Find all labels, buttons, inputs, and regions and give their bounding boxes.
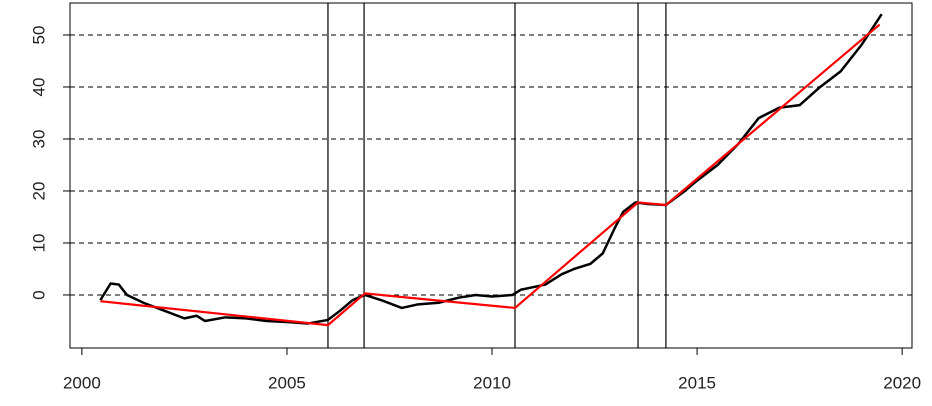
y-tick-label: 10 <box>29 234 48 253</box>
y-tick-label: 30 <box>29 130 48 149</box>
x-tick-label: 2015 <box>678 373 716 392</box>
plot-frame <box>69 2 913 349</box>
x-tick-label: 2010 <box>473 373 511 392</box>
y-tick-label: 40 <box>29 78 48 97</box>
x-tick-label: 2000 <box>63 373 101 392</box>
y-tick-label: 0 <box>29 290 48 299</box>
y-tick-label: 20 <box>29 182 48 201</box>
x-tick-label: 2020 <box>883 373 921 392</box>
x-tick-label: 2005 <box>268 373 306 392</box>
series-line <box>100 23 881 327</box>
y-tick-label: 50 <box>29 26 48 45</box>
series-line <box>99 13 883 325</box>
